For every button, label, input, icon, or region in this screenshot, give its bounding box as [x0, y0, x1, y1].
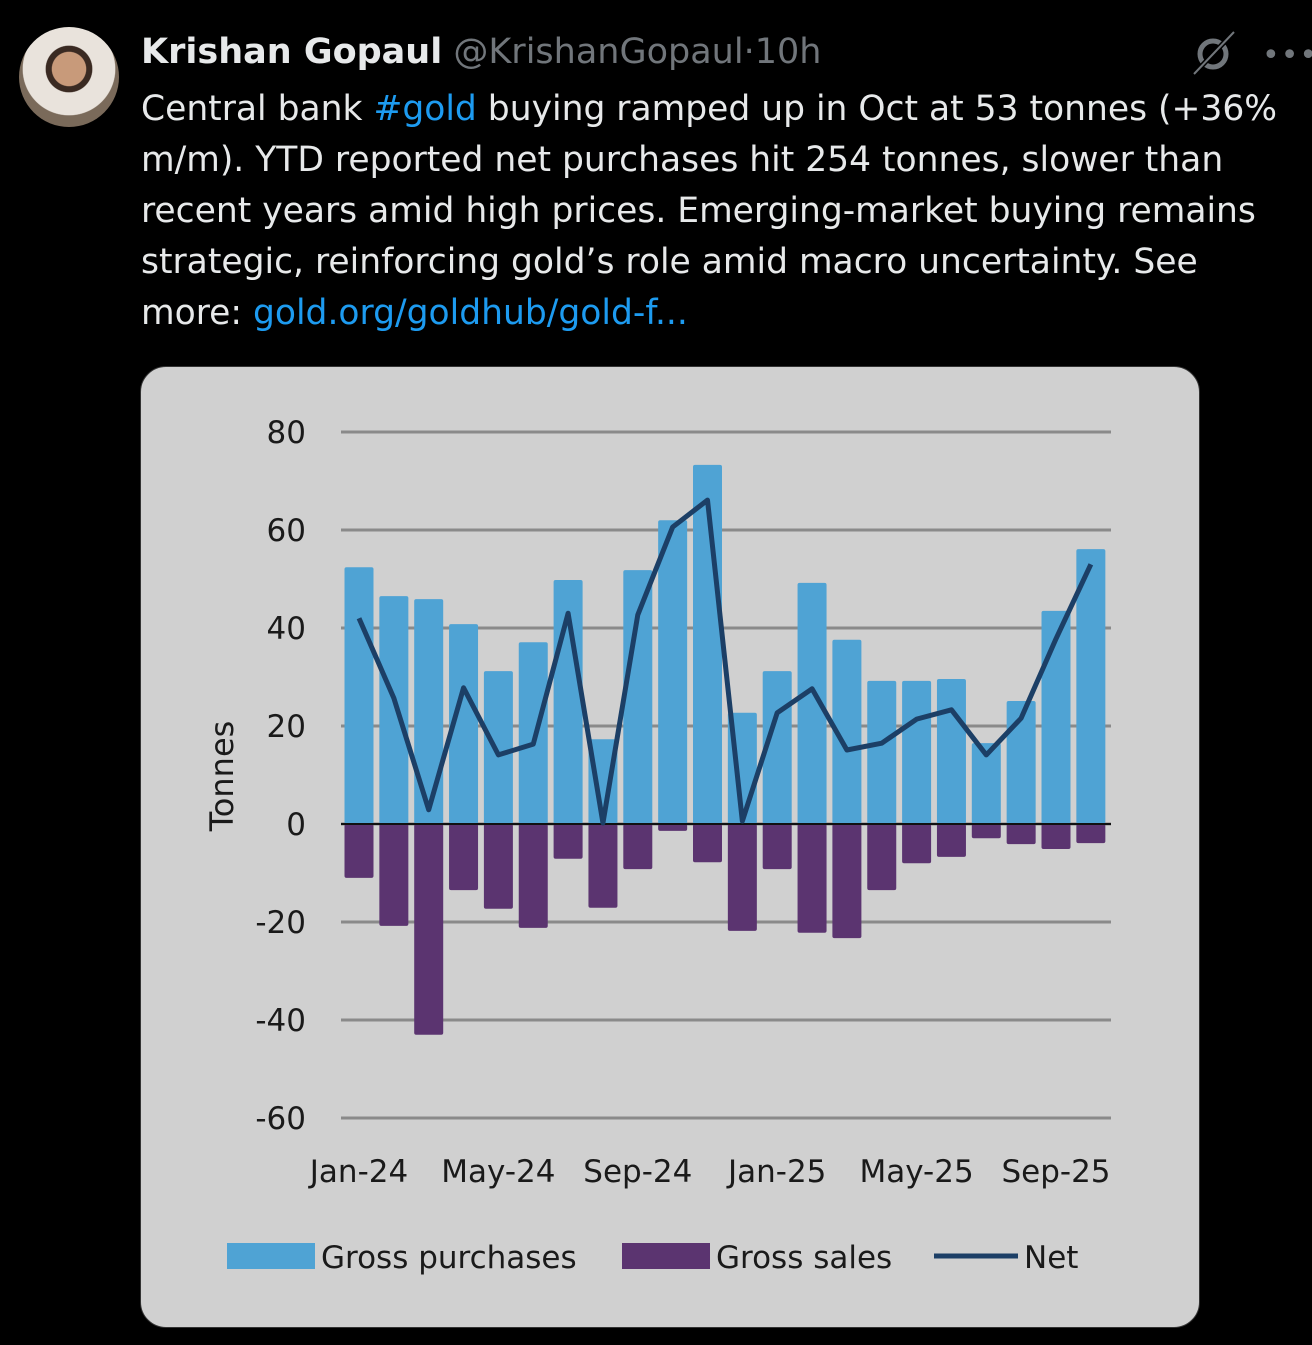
y-tick-label: -40	[255, 1003, 306, 1039]
y-tick-label: 20	[267, 709, 306, 745]
gross-sales-bar	[414, 824, 444, 1035]
chart-image[interactable]: 80 60 40 20 0 -20 -40 -60 Jan-24 May-24 Sep-24 Jan…	[140, 366, 1200, 1328]
y-tick-label: 80	[267, 415, 306, 451]
gross-sales-bar	[902, 824, 932, 864]
gross-sales-bar	[449, 824, 479, 891]
author-name[interactable]: Krishan Gopaul	[141, 32, 443, 72]
gross-sales-bar	[727, 824, 757, 931]
gross-sales-bar	[1006, 824, 1036, 845]
avatar[interactable]	[19, 27, 119, 127]
y-tick-label: 60	[267, 513, 306, 549]
more-icon[interactable]: •••	[1262, 38, 1312, 73]
y-axis-label: Tonnes	[203, 721, 241, 833]
tweet-text-part: buying ramped up in Oct at 53 tonnes (+3…	[141, 89, 1278, 333]
x-tick-label: Sep-24	[583, 1154, 692, 1190]
gross-purchases-bar	[518, 642, 548, 824]
chart: 80 60 40 20 0 -20 -40 -60 Jan-24 May-24 Sep-24 Jan…	[203, 415, 1111, 1276]
gross-sales-bar	[832, 824, 862, 939]
legend-label: Gross sales	[716, 1240, 892, 1276]
gross-purchases-bar	[797, 582, 827, 824]
grok-icon[interactable]	[1190, 30, 1236, 76]
gross-purchases-bar	[658, 520, 688, 824]
gross-purchases-bar	[1006, 701, 1036, 824]
legend-label: Gross purchases	[321, 1240, 577, 1276]
y-tick-label: 40	[267, 611, 306, 647]
gross-sales-bar	[379, 824, 409, 926]
hashtag-link[interactable]: #gold	[373, 89, 477, 129]
net-line	[356, 497, 1094, 826]
gross-sales-bar	[762, 824, 792, 870]
gross-purchases-bar	[1076, 549, 1106, 824]
gross-sales-bar	[658, 824, 688, 831]
legend-label: Net	[1024, 1240, 1078, 1276]
gross-purchases-bar	[902, 680, 932, 824]
gross-purchases-bar	[832, 639, 862, 824]
gross-purchases-bar	[588, 739, 618, 824]
gross-sales-bar	[693, 824, 722, 863]
x-tick-label: May-24	[441, 1154, 555, 1190]
gross-purchases-bar	[936, 678, 966, 824]
gross-purchases-bar	[1041, 610, 1071, 824]
x-tick-label: Sep-25	[1001, 1154, 1110, 1190]
gross-sales-bar	[1076, 824, 1106, 844]
gross-purchases-bar	[449, 624, 479, 824]
gross-sales-bar	[1041, 824, 1071, 849]
y-tick-label: 0	[286, 807, 306, 843]
legend: Gross purchases Gross sales Net	[227, 1240, 1078, 1276]
x-tick-label: Jan-25	[726, 1154, 826, 1190]
gross-purchases-bar	[379, 596, 409, 824]
gross-sales-bar	[588, 824, 618, 908]
gross-purchases-bar	[344, 567, 374, 824]
x-tick-label: Jan-24	[308, 1154, 408, 1190]
separator: ·	[743, 32, 755, 72]
gross-sales-bar	[518, 824, 548, 928]
timestamp[interactable]: 10h	[754, 32, 822, 72]
author-handle[interactable]: @KrishanGopaul	[453, 32, 744, 72]
legend-swatch	[227, 1243, 315, 1269]
tweet-text-part: Central bank	[141, 89, 374, 129]
gross-purchases-bar	[483, 671, 513, 824]
legend-swatch	[622, 1243, 710, 1269]
gross-purchases-bar	[623, 570, 653, 824]
y-tick-label: -20	[255, 905, 306, 941]
gross-sales-bar	[867, 824, 897, 891]
x-tick-label: May-25	[860, 1154, 974, 1190]
gross-sales-bar	[797, 824, 827, 933]
gross-sales-bar	[623, 824, 653, 870]
gross-sales-bar	[553, 824, 583, 859]
tweet-text: Central bank #gold buying ramped up in O…	[141, 84, 1306, 339]
tweet-header: Krishan Gopaul @KrishanGopaul·10h	[141, 32, 821, 72]
gross-sales-bar	[936, 824, 966, 857]
gross-sales-bar	[971, 824, 1001, 839]
gross-purchases-bar	[867, 680, 897, 824]
gross-sales-bar	[483, 824, 513, 909]
gross-purchases-bar	[971, 743, 1001, 824]
y-tick-label: -60	[255, 1101, 306, 1137]
url-link[interactable]: gold.org/goldhub/gold-f...	[252, 293, 688, 333]
gross-purchases-bar	[414, 599, 444, 824]
gross-sales-bar	[344, 824, 374, 878]
